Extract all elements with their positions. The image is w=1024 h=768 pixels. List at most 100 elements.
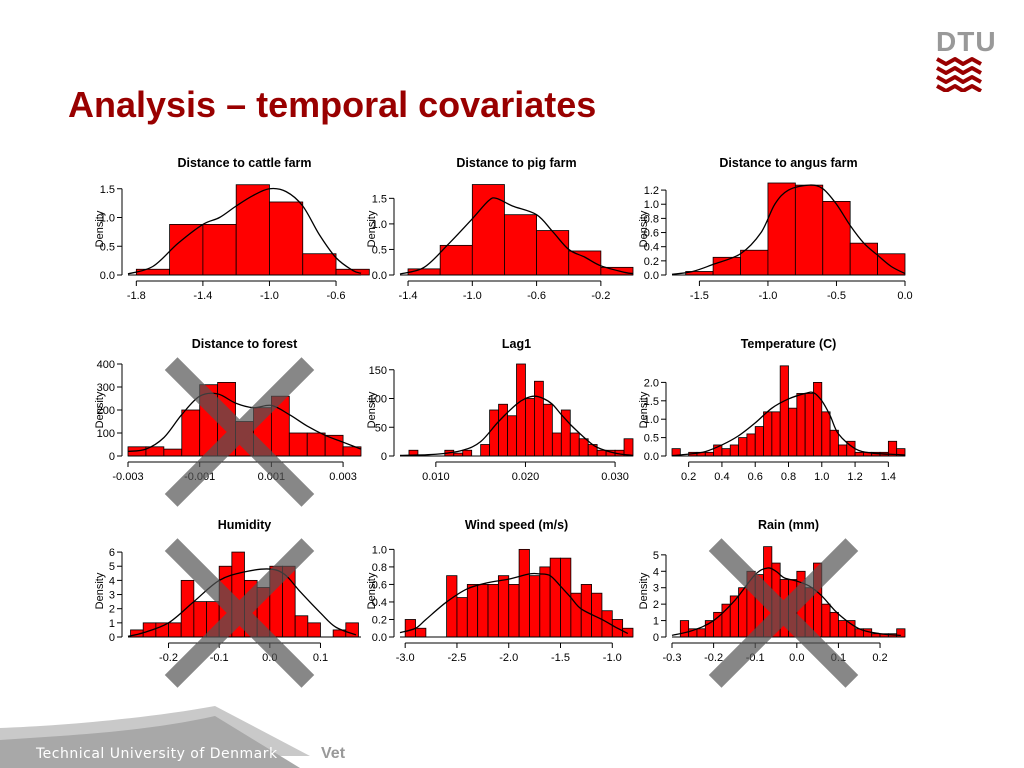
y-axis-label: Density <box>366 210 378 247</box>
histogram-bar <box>536 230 570 276</box>
y-axis-label: Density <box>638 391 650 428</box>
chart-title: Distance to cattle farm <box>177 156 311 170</box>
histogram-chart: Distance to angus farm Density 0.0 0.2 0.4 0.… <box>638 156 913 302</box>
x-tick-label: 0.0 <box>789 652 804 664</box>
dtu-logo-mark <box>936 57 982 92</box>
x-tick-label: 0.020 <box>512 471 540 483</box>
y-tick-label: 150 <box>369 365 387 377</box>
y-tick-label: 0.8 <box>372 562 387 574</box>
histogram-bar <box>471 184 505 276</box>
histogram-chart: Temperature (C) Density 0.0 0.5 1.0 1.5 2.0 0.2… <box>638 337 906 483</box>
histogram-bar <box>754 426 764 457</box>
cross-out-mark <box>708 538 859 688</box>
y-tick-label: 0 <box>109 451 115 463</box>
y-tick-label: 400 <box>97 359 115 371</box>
y-tick-label: 0.4 <box>644 242 659 254</box>
histogram-chart: Distance to pig farm Density 0.0 0.5 1.0 1.5 -… <box>366 156 634 302</box>
density-curve <box>399 572 629 635</box>
slide-title: Analysis – temporal covariates <box>68 84 597 125</box>
histogram-bar <box>622 627 634 638</box>
histogram-bar <box>596 449 607 457</box>
y-axis-label: Density <box>94 210 106 247</box>
histogram-bar <box>600 266 634 276</box>
histogram-bar <box>135 268 171 276</box>
histogram-bar <box>578 438 589 457</box>
density-curve <box>399 197 634 275</box>
histogram-bar <box>462 449 473 457</box>
x-tick-label: -0.2 <box>704 652 723 664</box>
histogram-bar <box>679 620 690 638</box>
y-tick-label: 100 <box>369 394 387 406</box>
x-tick-label: 0.0 <box>897 290 912 302</box>
histogram-bar <box>181 409 201 457</box>
histogram-bar <box>713 611 723 638</box>
x-tick-label: 0.8 <box>781 471 796 483</box>
x-tick-label: -0.1 <box>210 652 229 664</box>
x-tick-label: -1.5 <box>551 652 570 664</box>
histogram-bar <box>518 548 530 638</box>
histogram-bar <box>796 393 806 457</box>
y-tick-label: 0.6 <box>372 579 387 591</box>
histogram-bar <box>525 398 535 457</box>
x-tick-label: -0.3 <box>663 652 682 664</box>
histogram-bar <box>763 411 773 457</box>
y-tick-label: 1.5 <box>644 396 659 408</box>
y-tick-label: 0.8 <box>644 213 659 225</box>
histogram-bar <box>862 628 873 638</box>
histogram-bar <box>302 253 337 276</box>
histogram-bar <box>821 603 831 638</box>
x-tick-label: -0.003 <box>112 471 143 483</box>
histogram-bar <box>180 579 195 638</box>
density-curve <box>671 184 906 275</box>
histogram-chart: Lag1 Density 0 50 100 150 0.010 0.020 0.030 <box>366 337 634 483</box>
y-tick-label: 2 <box>653 599 659 611</box>
x-tick-label: 0.4 <box>714 471 729 483</box>
y-tick-label: 100 <box>97 428 115 440</box>
cross-out-mark <box>164 538 315 688</box>
density-curve <box>671 391 906 457</box>
histogram-bar <box>738 437 748 457</box>
histogram-bar <box>794 184 824 276</box>
density-curve <box>127 568 357 637</box>
histogram-bar <box>516 363 526 457</box>
histogram-bar <box>504 214 537 276</box>
histogram-bar <box>767 182 796 276</box>
y-tick-label: 1 <box>109 618 115 630</box>
x-tick-label: -1.0 <box>463 290 482 302</box>
y-tick-label: 0.0 <box>372 270 387 282</box>
histogram-bar <box>829 611 839 638</box>
histogram-bar <box>551 432 562 457</box>
y-tick-label: 1.2 <box>644 185 659 197</box>
histogram-bar <box>446 575 458 638</box>
y-tick-label: 3 <box>109 590 115 602</box>
histogram-bar <box>169 224 204 276</box>
chart-title: Distance to angus farm <box>719 156 857 170</box>
y-tick-label: 0.4 <box>372 597 387 609</box>
histogram-bar <box>456 597 468 638</box>
density-curve <box>671 567 901 637</box>
histogram-bar <box>623 438 634 457</box>
histogram-bar <box>779 365 789 457</box>
y-tick-label: 2.0 <box>644 377 659 389</box>
histogram-bar <box>202 224 237 276</box>
histogram-bar <box>155 622 169 638</box>
y-tick-label: 1.0 <box>100 213 115 225</box>
y-tick-label: 1.0 <box>372 544 387 556</box>
histogram-bar <box>788 407 798 457</box>
x-tick-label: 1.0 <box>814 471 829 483</box>
x-tick-label: -2.0 <box>499 652 518 664</box>
histogram-bar <box>307 622 321 638</box>
histogram-bar <box>804 393 814 457</box>
x-tick-label: -1.0 <box>758 290 777 302</box>
density-curve <box>127 392 362 453</box>
y-tick-label: 1.5 <box>372 193 387 205</box>
x-tick-label: -3.0 <box>396 652 415 664</box>
y-axis-label: Density <box>638 210 650 247</box>
y-tick-label: 0 <box>653 632 659 644</box>
chart-title: Temperature (C) <box>741 337 837 351</box>
x-tick-label: -0.2 <box>591 290 610 302</box>
y-tick-label: 1.0 <box>644 414 659 426</box>
chart-title: Distance to forest <box>192 337 298 351</box>
histogram-bar <box>838 444 848 457</box>
